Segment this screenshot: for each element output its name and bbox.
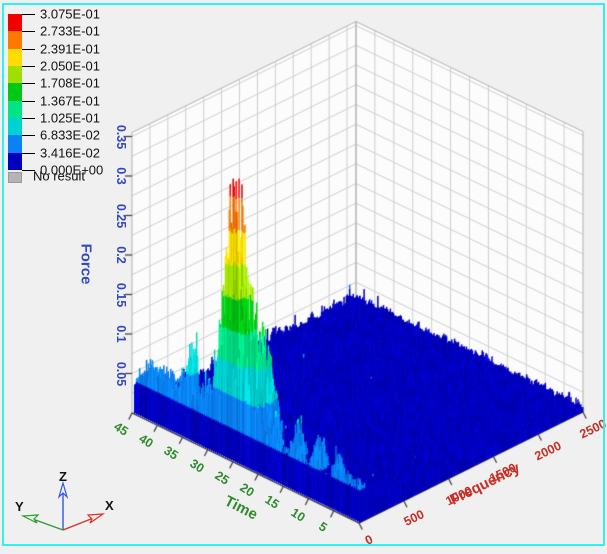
legend-tick bbox=[22, 135, 35, 137]
force-tick-label: 0.3 bbox=[114, 167, 128, 185]
legend-tick bbox=[22, 169, 35, 171]
force-tick-label: 0.05 bbox=[114, 361, 128, 386]
legend-band-swatch bbox=[8, 117, 22, 136]
legend-band-swatch bbox=[8, 31, 22, 50]
legend-band-swatch bbox=[8, 100, 22, 119]
legend-band-swatch bbox=[8, 152, 22, 171]
legend-band-swatch bbox=[8, 48, 22, 67]
legend-level-label: 3.416E-02 bbox=[40, 145, 100, 161]
triad-y-label: Y bbox=[15, 499, 24, 514]
z-arrowhead-icon bbox=[57, 480, 69, 500]
force-tick-label: 0.15 bbox=[114, 282, 128, 307]
legend-level-label: 2.733E-01 bbox=[40, 23, 100, 39]
legend-tick bbox=[22, 14, 35, 15]
triad-z-axis: Z bbox=[57, 469, 69, 530]
legend-level-label: 1.025E-01 bbox=[40, 110, 100, 126]
force-axis-title: Force bbox=[77, 243, 95, 285]
no-result-label: No result bbox=[33, 168, 86, 184]
legend-tick bbox=[22, 31, 35, 33]
legend-level-label: 2.391E-01 bbox=[40, 41, 100, 57]
x-arrowhead-icon bbox=[86, 513, 106, 524]
triad-y-axis: Y bbox=[15, 499, 64, 531]
orientation-triad: Z Y X bbox=[15, 469, 114, 531]
legend-tick bbox=[22, 152, 35, 154]
legend-tick bbox=[22, 83, 35, 85]
legend-level-label: 1.708E-01 bbox=[40, 75, 100, 91]
force-tick-label: 0.25 bbox=[114, 203, 128, 228]
legend-band-swatch bbox=[8, 135, 22, 154]
triad-x-label: X bbox=[105, 498, 114, 513]
legend-level-label: 1.367E-01 bbox=[40, 93, 100, 109]
legend-tick bbox=[22, 117, 35, 119]
legend-band-swatch bbox=[8, 83, 22, 102]
triad-x-axis: X bbox=[62, 498, 114, 531]
legend-level-label: 0.000E+00 bbox=[40, 162, 104, 178]
legend-tick bbox=[22, 100, 35, 102]
no-result-swatch bbox=[8, 172, 22, 183]
legend-band-swatch bbox=[8, 65, 22, 84]
legend-level-label: 3.075E-01 bbox=[40, 6, 100, 22]
legend-level-label: 2.050E-01 bbox=[40, 58, 100, 74]
legend-tick bbox=[22, 65, 35, 67]
triad-z-label: Z bbox=[59, 469, 67, 484]
force-tick-label: 0.1 bbox=[114, 325, 128, 343]
legend-level-label: 6.833E-02 bbox=[40, 127, 100, 143]
legend-band-swatch bbox=[8, 14, 22, 32]
y-arrowhead-icon bbox=[20, 514, 40, 524]
legend-tick bbox=[22, 48, 35, 50]
force-tick-label: 0.2 bbox=[114, 246, 128, 264]
force-tick-label: 0.35 bbox=[114, 124, 128, 149]
